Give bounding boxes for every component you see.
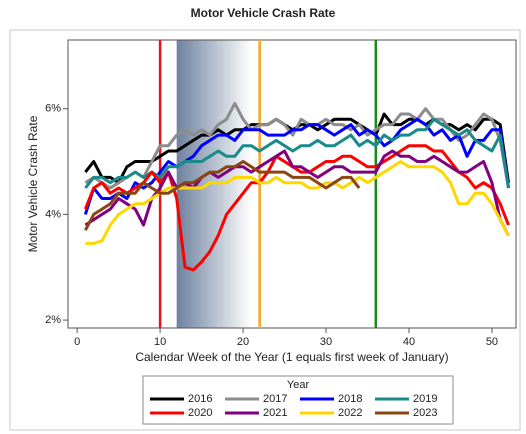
y-tick-label: 4%	[45, 208, 61, 220]
series-line	[84, 117, 510, 189]
legend-label: 2022	[338, 407, 362, 419]
series-line	[84, 160, 361, 231]
y-tick-label: 2%	[45, 314, 61, 326]
legend-label: 2018	[338, 393, 362, 405]
plot-area: 2% 4% 6% 0 10 20 30 40 50	[45, 39, 517, 348]
legend-label: 2021	[263, 407, 287, 419]
series-line	[84, 149, 510, 237]
plot-border	[67, 39, 517, 329]
x-tick-label: 40	[403, 336, 415, 348]
x-tick-label: 50	[486, 336, 498, 348]
series-line	[84, 101, 510, 190]
x-tick-label: 20	[237, 336, 249, 348]
y-tick-label: 6%	[45, 103, 61, 115]
legend-title: Year	[287, 379, 310, 391]
legend-label: 2019	[413, 393, 437, 405]
x-tick-label: 30	[320, 336, 332, 348]
y-axis-label: Motor Vehicle Crash Rate	[26, 115, 40, 252]
chart-title: Motor Vehicle Crash Rate	[191, 6, 336, 20]
legend-label: 2016	[188, 393, 212, 405]
x-axis-label: Calendar Week of the Year (1 equals firs…	[135, 350, 448, 364]
legend-label: 2023	[413, 407, 437, 419]
series-line	[84, 144, 510, 272]
x-tick-label: 0	[74, 336, 80, 348]
series-line	[85, 160, 510, 245]
legend: Year 2016 2017 2018 2019 2020 2021 2022 2023	[142, 375, 454, 425]
legend-label: 2020	[188, 407, 212, 419]
x-tick-label: 10	[154, 336, 166, 348]
frame	[9, 29, 521, 431]
legend-label: 2017	[263, 393, 287, 405]
